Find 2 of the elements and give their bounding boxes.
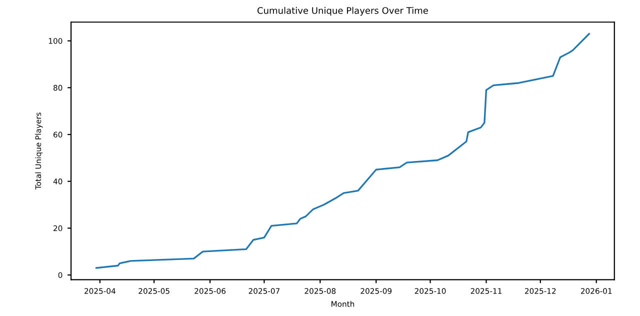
chart-title: Cumulative Unique Players Over Time xyxy=(258,6,428,16)
line-series xyxy=(95,32,590,269)
